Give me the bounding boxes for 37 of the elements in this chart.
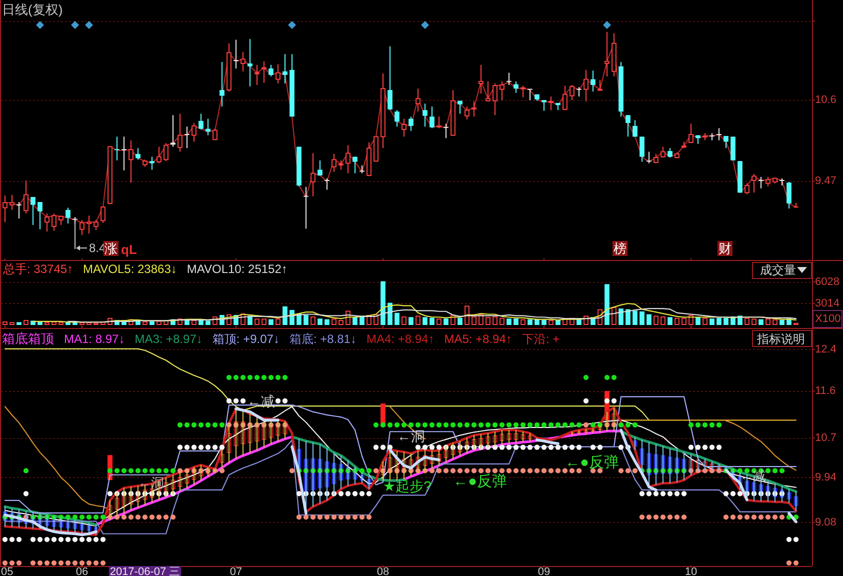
annotation: 榜 [614, 241, 626, 256]
annotation: 指标说明 [756, 332, 805, 346]
text: MAVOL5: 23863↓ [83, 262, 177, 276]
text: 箱底: +8.81↓ [289, 332, 356, 346]
text: MA3: +8.97↓ [134, 332, 202, 346]
annotation: ←●反弹 [565, 454, 620, 471]
chart-title: 成交量 [760, 263, 796, 277]
y-tick-label: 10.7 [815, 432, 836, 444]
text: 2017-06-07 三 [110, 566, 180, 576]
annotation: MA5: +8.94↑ [444, 332, 512, 346]
annotation: 下沿: + [522, 332, 560, 346]
text: 箱顶: +9.07↓ [212, 332, 280, 346]
chart-title: 日线(复权) [2, 2, 63, 17]
x-tick-label: 05 [1, 566, 14, 576]
y-tick-label: 9.08 [815, 516, 836, 528]
annotation: qL [121, 242, 137, 257]
annotation: 财 [718, 241, 732, 256]
x-tick-label: 10 [684, 566, 698, 576]
annotation: ←●反弹 [453, 473, 508, 490]
x-tick-label: 09 [538, 566, 550, 576]
text: 总手: 33745↑ [2, 262, 74, 276]
y-axis-title: X100 [815, 313, 841, 325]
text: MA1: 8.97↓ [64, 332, 125, 346]
y-tick-label: 3014 [815, 297, 840, 310]
y-tick-label: 9.47 [815, 175, 836, 188]
annotation: 涨 [104, 241, 118, 256]
chart-title: 箱底箱顶 [2, 331, 54, 346]
x-tick-label: 08 [376, 566, 390, 576]
text: MAVOL10: 25152↑ [186, 262, 288, 276]
y-tick-label: 12.4 [815, 343, 836, 356]
x-tick-label: 07 [230, 566, 242, 576]
x-tick-label: 06 [76, 566, 88, 576]
y-tick-label: 10.6 [815, 94, 836, 106]
y-tick-label: 11.6 [815, 384, 836, 397]
y-tick-label: 6028 [815, 276, 840, 288]
y-tick-label: 9.94 [815, 471, 836, 484]
text: MA4: +8.94↑ [366, 332, 434, 346]
